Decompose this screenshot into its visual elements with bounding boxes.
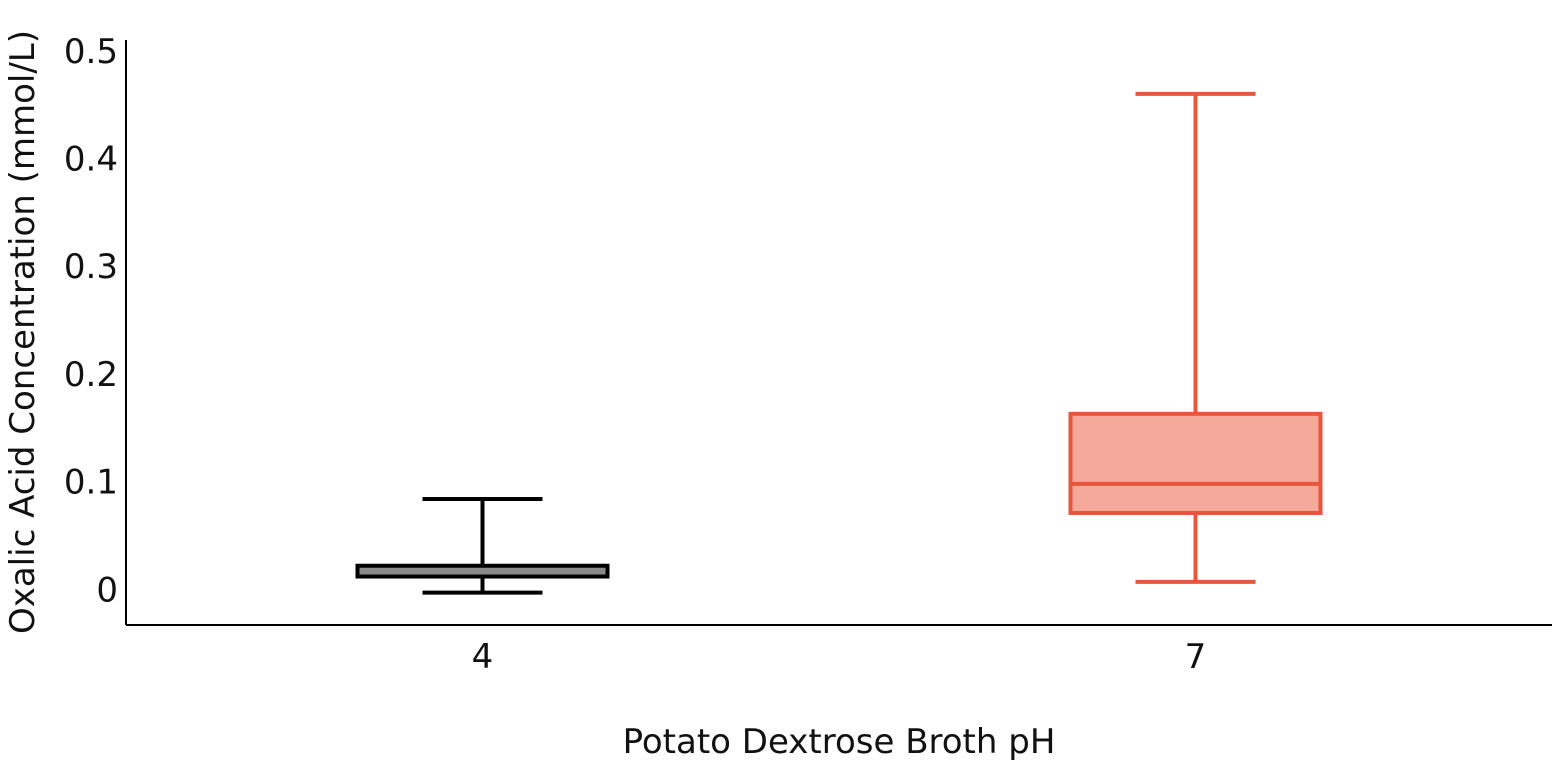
- box-iqr: [1068, 411, 1323, 515]
- x-tick-label: 4: [472, 637, 494, 677]
- axes: [125, 40, 1552, 626]
- y-axis-title: Oxalic Acid Concentration (mmol/L): [3, 30, 43, 634]
- x-tick-label: 7: [1185, 637, 1207, 677]
- box-group-4: [355, 496, 610, 595]
- x-axis-title: Potato Dextrose Broth pH: [623, 722, 1056, 762]
- y-tick-label: 0.4: [64, 140, 118, 180]
- y-tick-label: 0.2: [64, 355, 118, 395]
- y-tick-label: 0.1: [64, 463, 118, 503]
- y-tick-label: 0.3: [64, 247, 118, 287]
- box-group-7: [1068, 91, 1323, 584]
- boxes: [355, 91, 1323, 595]
- y-tick-labels: 0 0.1 0.2 0.3 0.4 0.5: [64, 32, 118, 611]
- y-tick-label: 0: [96, 570, 118, 610]
- y-tick-label: 0.5: [64, 32, 118, 72]
